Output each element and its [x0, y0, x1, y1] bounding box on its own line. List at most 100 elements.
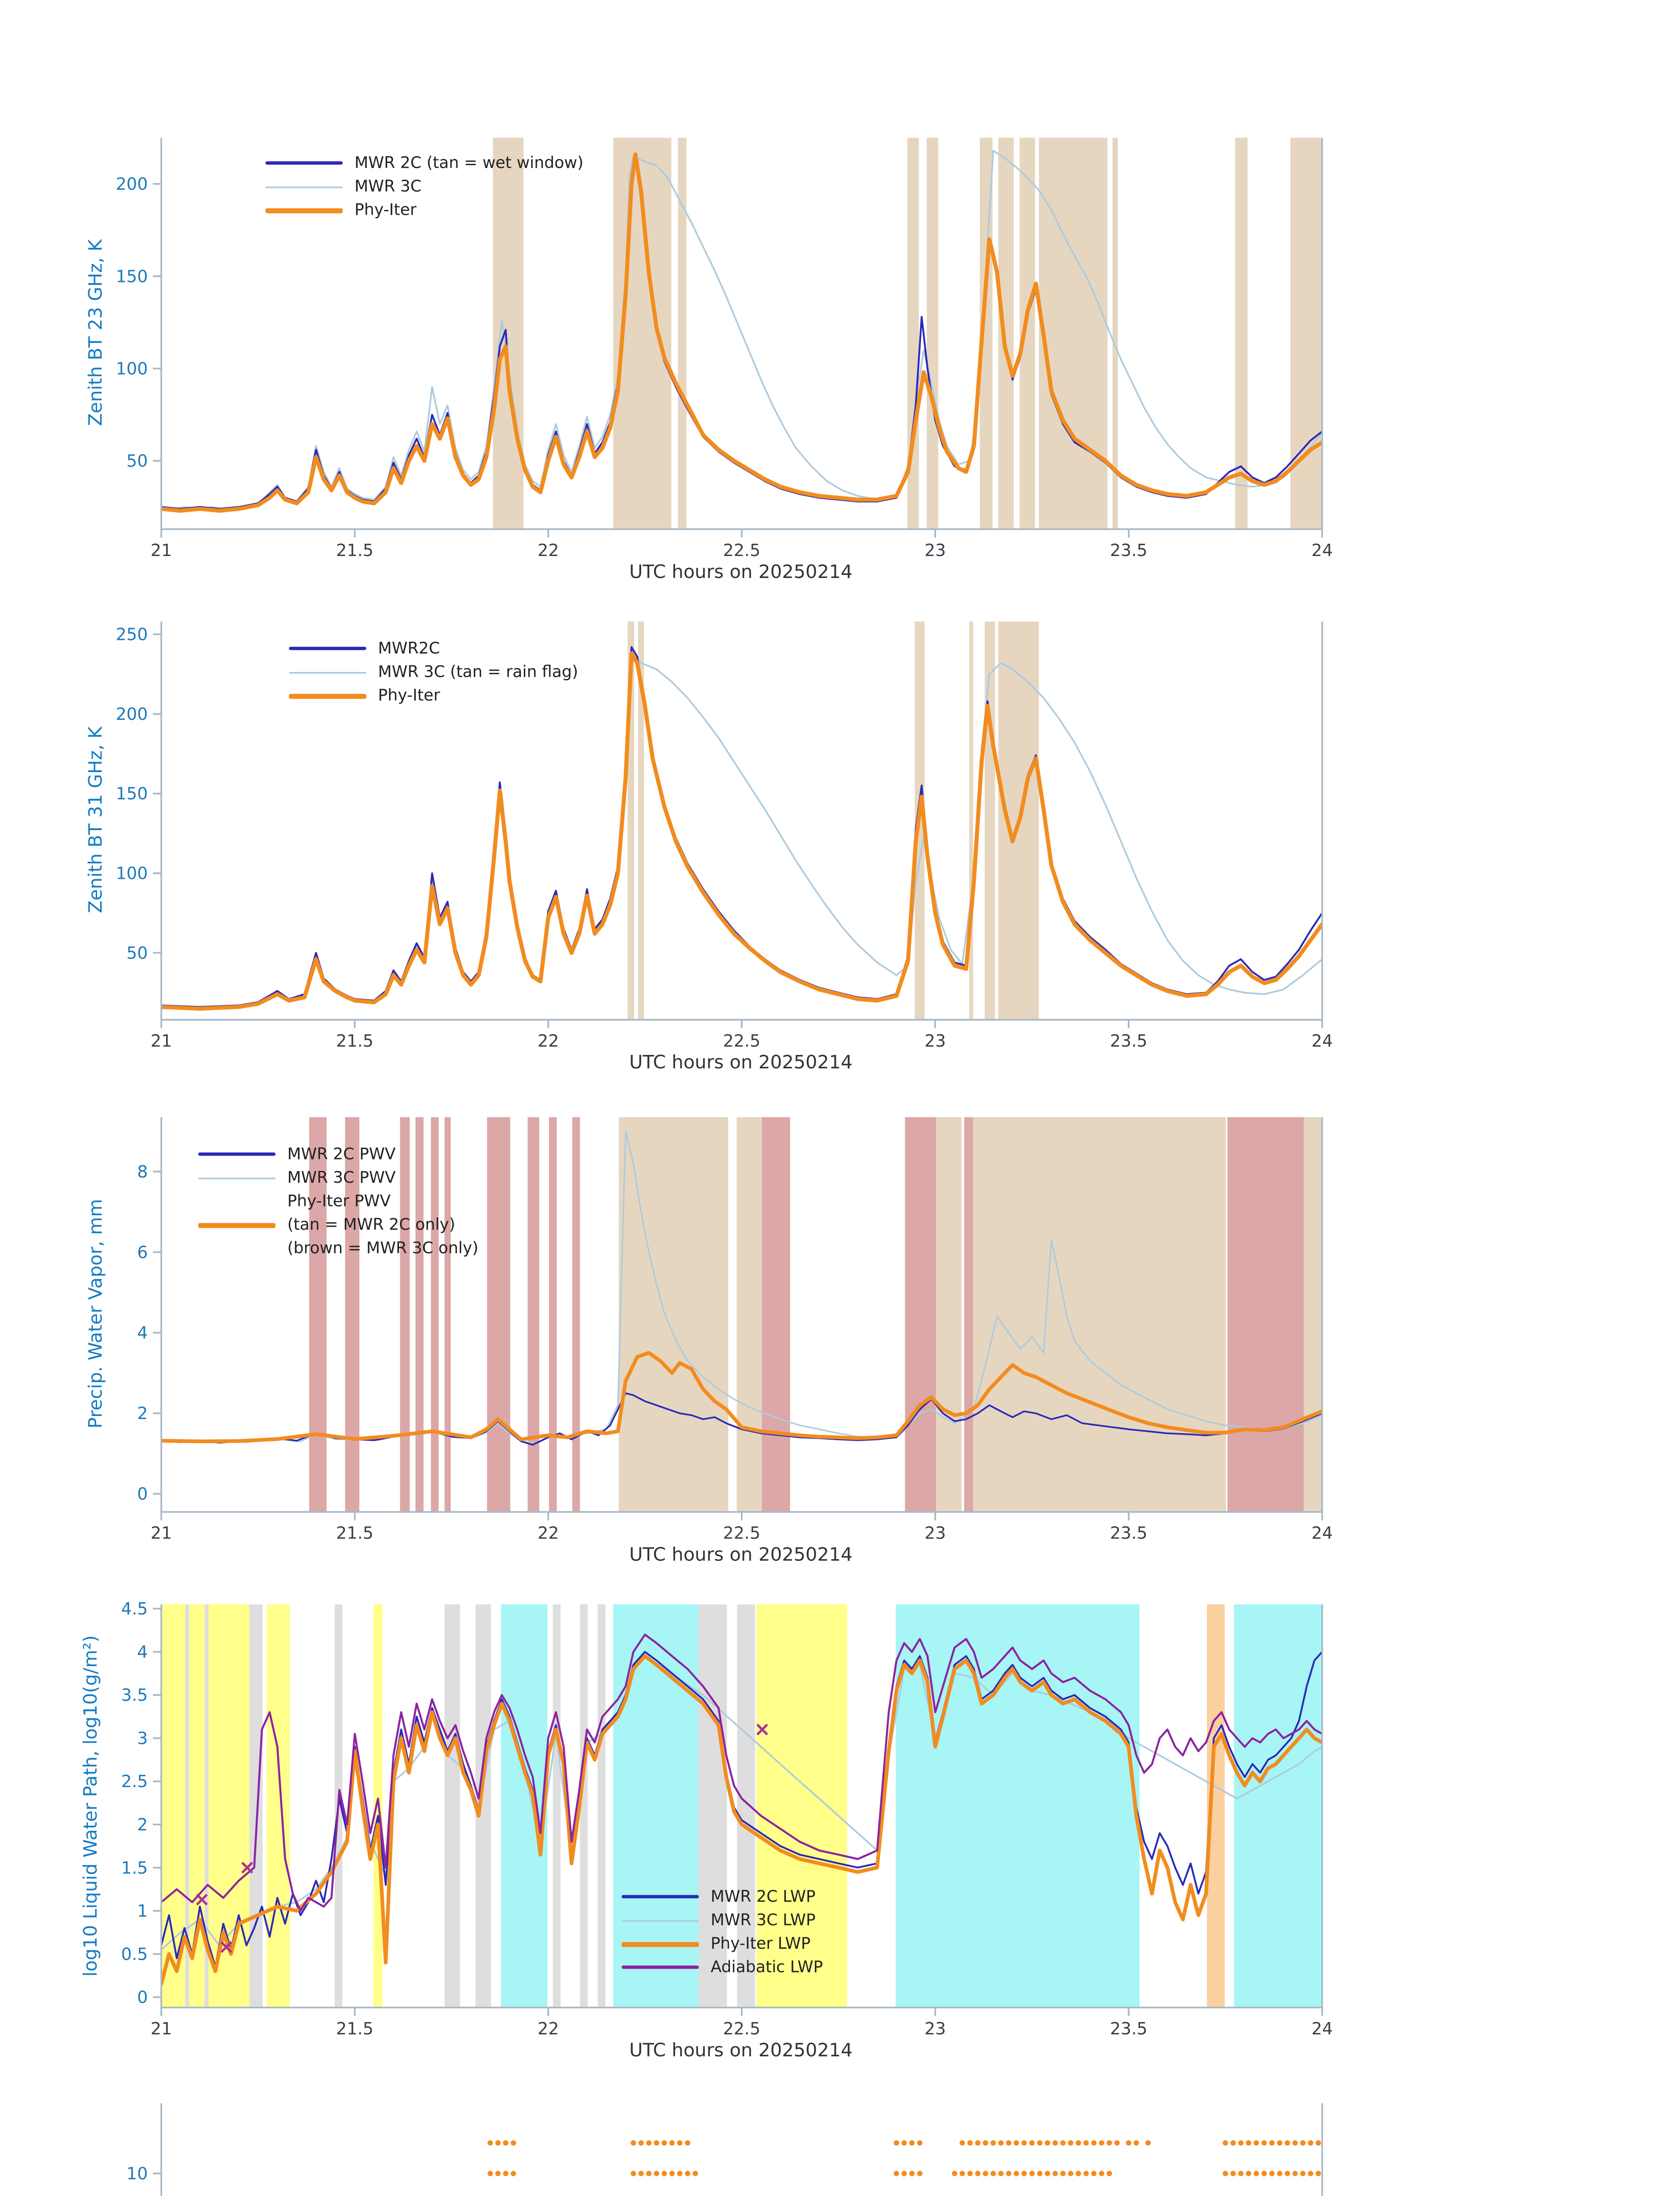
dq-flag-dot: [1261, 2171, 1267, 2176]
lwp-band_cyan-band: [896, 1604, 1140, 2008]
x-tick-label: 22: [538, 541, 559, 560]
dq-flag-dot: [1083, 2140, 1089, 2146]
legend-entry: MWR 3C (tan = rain flag): [289, 664, 578, 681]
legend-label: Phy-Iter: [354, 201, 417, 220]
dq-flag-dot: [488, 2140, 493, 2146]
pwv-series-phy-iter-pwv: [161, 1351, 1322, 1444]
bt23-band_tan-band: [1039, 137, 1108, 529]
dq-flag-dot: [1106, 2140, 1112, 2146]
x-tick-label: 21.5: [336, 2019, 373, 2039]
legend-entry: Adiabatic LWP: [621, 1959, 823, 1976]
y-tick-label: 1.5: [121, 1858, 148, 1878]
lwp-band_gray-band: [597, 1604, 606, 2008]
lwp-band_gray-band: [444, 1604, 460, 2008]
y-tick-label: 250: [116, 625, 148, 645]
dq-flag-dot: [1052, 2140, 1058, 2146]
dq-flag-dot: [1044, 2140, 1051, 2146]
dq-flag-dot: [901, 2140, 907, 2146]
legend-label: Phy-Iter: [378, 686, 440, 705]
x-marker: [241, 1862, 253, 1874]
pwv-axes-box: [160, 1117, 1323, 1513]
lwp-band_cyan-band: [613, 1604, 699, 2008]
dq-flag-dot: [510, 2140, 517, 2146]
x-marker: [220, 1941, 232, 1953]
y-tick-label: 4: [137, 1642, 148, 1662]
dq-flag-dot: [1300, 2171, 1306, 2176]
x-tick-label: 21: [151, 1031, 172, 1051]
pwv-band_red-band: [309, 1117, 327, 1512]
bt23-band_tan-band: [1112, 137, 1118, 529]
y-tick-label: 3.5: [121, 1686, 148, 1705]
legend-entry: MWR2C: [289, 640, 578, 657]
y-tick-label: 50: [126, 451, 148, 471]
dq-flag-dot: [901, 2171, 907, 2176]
bt23-band_tan-band: [678, 137, 686, 529]
bt23-y-axis-label: Zenith BT 23 GHz, K: [85, 239, 107, 426]
bt31-y-axis-label: Zenith BT 31 GHz, K: [85, 726, 107, 914]
x-tick-label: 24: [1311, 541, 1333, 560]
dq-flag-dot: [1052, 2171, 1058, 2176]
lwp-x-axis-label: UTC hours on 20250214: [629, 2039, 853, 2062]
x-tick-label: 23: [925, 1524, 946, 1543]
y-tick-label: 2.5: [121, 1772, 148, 1791]
legend-entry: Phy-Iter: [265, 202, 583, 219]
x-tick-label: 23.5: [1110, 1524, 1147, 1543]
x-tick-label: 23.5: [1110, 541, 1147, 560]
y-tick-label: 200: [116, 174, 148, 194]
dq-flag-dot: [1292, 2171, 1298, 2176]
pwv-y-axis-label: Precip. Water Vapor, mm: [85, 1199, 107, 1429]
legend-entry: MWR 3C PWV: [198, 1169, 478, 1187]
dq-flag-dot: [654, 2171, 659, 2176]
lwp-band_yellow-band: [267, 1604, 290, 2008]
dq-flag-dot: [510, 2171, 517, 2176]
dq-flag-dot: [990, 2171, 996, 2176]
dq-flag-dot: [1098, 2140, 1105, 2146]
x-tick-label: 23.5: [1110, 2019, 1147, 2039]
lwp-band_gray-band: [249, 1604, 263, 2008]
pwv-band_red-band: [572, 1117, 580, 1512]
y-tick-label: 2: [137, 1404, 148, 1423]
dq-flag-dot: [983, 2140, 988, 2146]
dq-flag-dot: [917, 2171, 923, 2176]
bt23-band_tan-band: [493, 137, 524, 529]
dq-flag-dot: [1134, 2140, 1139, 2146]
y-tick-label: 1: [137, 1901, 148, 1921]
legend-entry: Phy-Iter LWP: [621, 1935, 823, 1953]
x-tick-label: 22: [538, 1031, 559, 1051]
lwp-legend: MWR 2C LWP MWR 3C LWP Phy-Iter LWP Adiabati…: [621, 1888, 823, 1976]
legend-entry: Phy-Iter PWV: [198, 1193, 478, 1210]
dq-flag-dot: [1076, 2171, 1081, 2176]
lwp-band_cyan-band: [501, 1604, 548, 2008]
dq-flag-dot: [1145, 2140, 1151, 2146]
lwp-band_gray-band: [204, 1604, 209, 2008]
y-tick-label: 100: [116, 864, 148, 884]
dq-flag-dot: [1029, 2140, 1035, 2146]
legend-line-swatch: [265, 162, 343, 165]
bt23-band_tan-band: [926, 137, 939, 529]
legend-entry: MWR 2C PWV: [198, 1146, 478, 1163]
y-tick-label: 4: [137, 1323, 148, 1343]
panel-bt23: 21 21.5 22 22.5 23 23.5 24 50 100 150 200: [116, 137, 1333, 560]
dq-flag-dot: [1014, 2171, 1019, 2176]
pwv-band_red-band: [549, 1117, 557, 1512]
x-tick-label: 21: [151, 1524, 172, 1543]
dq-flag-dot: [1284, 2140, 1290, 2146]
y-tick-label: 100: [116, 359, 148, 379]
dq-flag-dot: [503, 2171, 509, 2176]
x-tick-label: 22.5: [723, 1031, 760, 1051]
dq-flag-dot: [1284, 2171, 1290, 2176]
dq-flag-dot: [646, 2171, 652, 2176]
dq-flag-dot: [1222, 2140, 1228, 2146]
dq-flag-dot: [917, 2140, 923, 2146]
bt23-axes-box: [160, 137, 1323, 530]
dq-flag-dot: [654, 2140, 659, 2146]
y-tick-label: 3: [137, 1729, 148, 1748]
legend-label: MWR 2C (tan = wet window): [354, 153, 584, 173]
dq-flag-dot: [638, 2171, 644, 2176]
dq-flag-dot: [1037, 2171, 1043, 2176]
lwp-axes-box: [160, 1604, 1323, 2008]
x-tick-label: 23: [925, 1031, 946, 1051]
legend-label: MWR2C: [378, 639, 440, 658]
dq-flag-dot: [646, 2140, 652, 2146]
